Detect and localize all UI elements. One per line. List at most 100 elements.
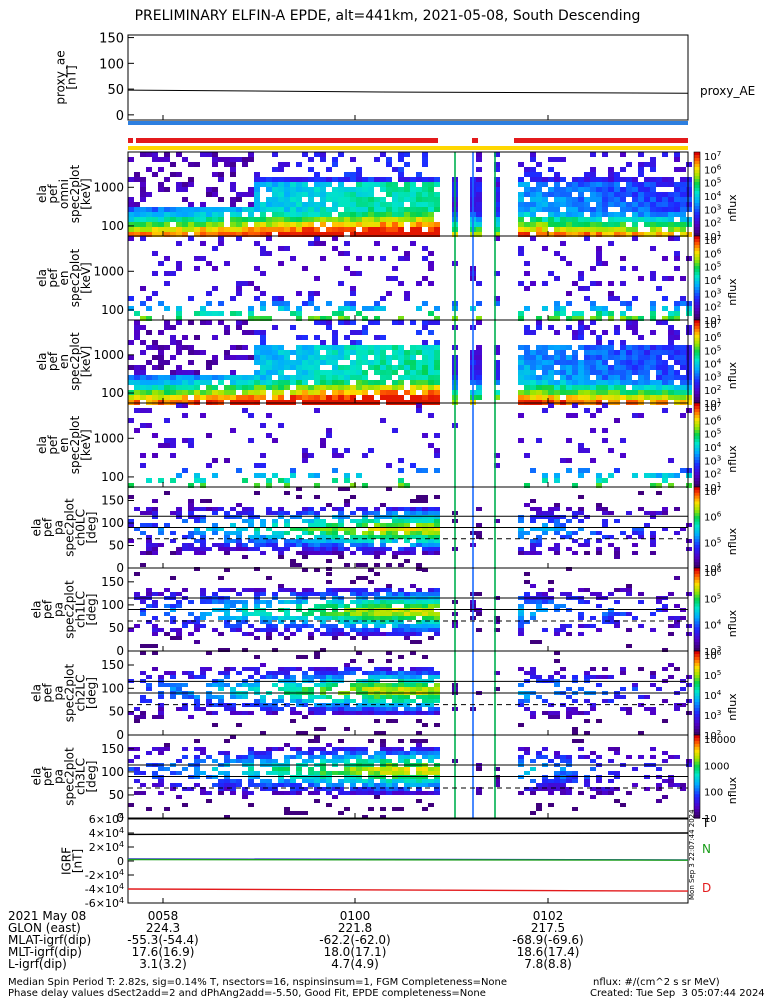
spectrogram-cell (356, 759, 362, 763)
spectrogram-cell (182, 519, 188, 523)
spectrogram-cell (602, 375, 608, 380)
spectrogram-cell (146, 395, 152, 400)
spectrogram-cell (332, 795, 338, 799)
spectrogram-cell (644, 370, 650, 375)
spectrogram-cell (212, 385, 218, 390)
spectrogram-cell (356, 172, 362, 177)
spectrogram-cell (308, 296, 314, 301)
spectrogram-cell (134, 370, 140, 375)
spectrogram-cell (626, 177, 632, 182)
spectrogram-cell (332, 350, 338, 355)
spectrogram-cell (416, 515, 422, 519)
spectrogram-cell (272, 325, 278, 330)
spectrogram-cell (530, 207, 536, 212)
spectrogram-cell (200, 519, 206, 523)
spectrogram-cell (590, 458, 596, 463)
spectrogram-cell (320, 543, 326, 547)
spectrogram-cell (422, 699, 428, 703)
spectrogram-cell (314, 695, 320, 699)
spectrogram-cell (686, 395, 692, 400)
spectrogram-cell (542, 395, 548, 400)
spectrogram-cell (260, 202, 266, 207)
spectrogram-cell (224, 390, 230, 395)
spectrogram-cell (686, 330, 692, 335)
spectrogram-cell (602, 355, 608, 360)
colorbar-segment (694, 533, 700, 537)
spectrogram-cell (608, 241, 614, 246)
spectrogram-cell (626, 187, 632, 192)
spectrogram-cell (164, 380, 170, 385)
colorbar-segment (694, 406, 700, 410)
spectrogram-cell (266, 747, 272, 751)
spectrogram-cell (338, 487, 344, 491)
spectrogram-cell (518, 345, 524, 350)
spectrogram-cell (416, 187, 422, 192)
spectrogram-cell (242, 345, 248, 350)
spectrogram-cell (650, 202, 656, 207)
spectrogram-cell (530, 281, 536, 286)
spectrogram-cell (380, 531, 386, 535)
spectrogram-cell (152, 624, 158, 628)
spectrogram-cell (176, 795, 182, 799)
spectrogram-cell (662, 360, 668, 365)
spectrogram-cell (374, 306, 380, 311)
spectrogram-cell (530, 157, 536, 162)
colorbar-segment (694, 636, 700, 640)
spectrogram-cell (566, 458, 572, 463)
spectrogram-cell (194, 771, 200, 775)
spectrogram-cell (266, 375, 272, 380)
spectrogram-cell (284, 683, 290, 687)
spectrogram-cell (422, 747, 428, 751)
spectrogram-cell (314, 527, 320, 531)
spectrogram-cell (686, 192, 692, 197)
spectrogram-cell (368, 616, 374, 620)
spectrogram-cell (530, 616, 536, 620)
spectrogram-cell (278, 588, 284, 592)
spectrogram-cell (236, 779, 242, 783)
spectrogram-cell (590, 413, 596, 418)
spectrogram-cell (146, 296, 152, 301)
spectrogram-cell (572, 212, 578, 217)
spectrogram-cell (140, 212, 146, 217)
spectrogram-cell (374, 600, 380, 604)
spectrogram-cell (332, 468, 338, 473)
spectrogram-cell (422, 365, 428, 370)
spectrogram-cell (602, 478, 608, 483)
spectrogram-cell (308, 177, 314, 182)
spectrogram-cell (416, 499, 422, 503)
spectrogram-cell (560, 212, 566, 217)
spectrogram-cell (614, 212, 620, 217)
spectrogram-cell (176, 266, 182, 271)
spectrogram-cell (248, 152, 254, 157)
spectrogram-cell (350, 187, 356, 192)
spectrogram-cell (296, 380, 302, 385)
spectrogram-cell (182, 370, 188, 375)
spectrogram-cell (362, 600, 368, 604)
data-coverage-bar (514, 138, 688, 143)
spectrogram-cell (344, 385, 350, 390)
spectrogram-cell (416, 751, 422, 755)
spectrogram-cell (176, 683, 182, 687)
spectrogram-cell (308, 531, 314, 535)
spectrogram-cell (644, 385, 650, 390)
spectrogram-cell (266, 433, 272, 438)
spectrogram-cell (320, 612, 326, 616)
spectrogram-cell (320, 727, 326, 731)
colorbar-segment (694, 272, 700, 276)
spectrogram-cell (260, 395, 266, 400)
y-axis-label-line: ch0LC (74, 509, 88, 546)
spectrogram-cell (290, 719, 296, 723)
spectrogram-cell (428, 539, 434, 543)
spectrogram-cell (368, 531, 374, 535)
spectrogram-cell (620, 350, 626, 355)
spectrogram-cell (674, 266, 680, 271)
spectrogram-cell (596, 246, 602, 251)
spectrogram-cell (416, 600, 422, 604)
spectrogram-cell (194, 335, 200, 340)
y-tick-label: 0 (116, 561, 124, 575)
spectrogram-cell (536, 162, 542, 167)
spectrogram-cell (272, 360, 278, 365)
spectrogram-cell (410, 531, 416, 535)
spectrogram-cell (284, 667, 290, 671)
spectrogram-cell (554, 783, 560, 787)
